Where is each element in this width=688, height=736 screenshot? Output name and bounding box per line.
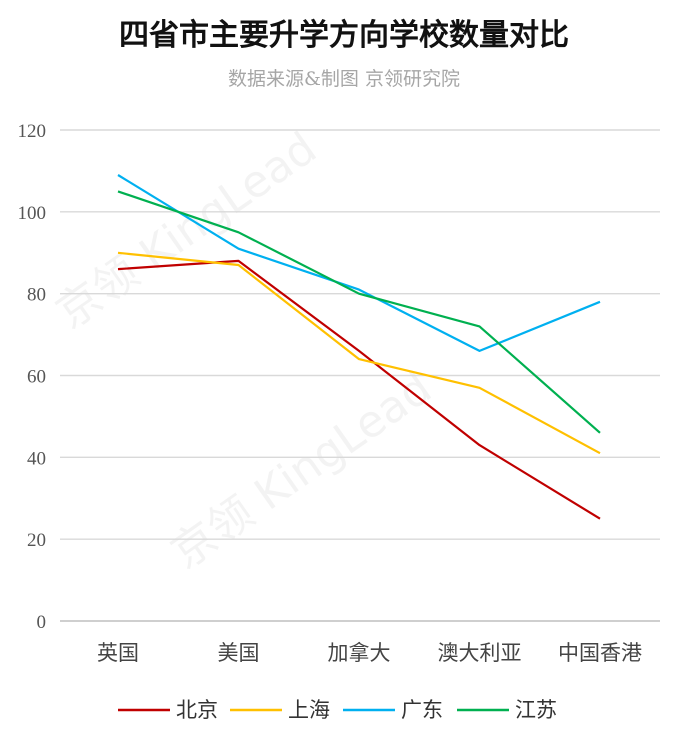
chart-subtitle: 数据来源&制图 京领研究院 — [228, 68, 460, 90]
series-lines — [117, 174, 601, 520]
x-category-label: 中国香港 — [558, 641, 642, 665]
series-line — [117, 259, 601, 520]
y-tick-label: 60 — [27, 367, 46, 388]
legend-label: 广东 — [401, 698, 443, 722]
gridlines — [60, 129, 660, 622]
x-axis-categories: 英国 美国 加拿大 澳大利亚 中国香港 — [97, 641, 642, 665]
y-axis-ticks: 0 20 40 60 80 100 120 — [18, 121, 47, 633]
y-tick-label: 40 — [27, 448, 46, 469]
y-tick-label: 20 — [27, 530, 46, 551]
y-tick-label: 0 — [37, 612, 47, 633]
series-line — [117, 190, 601, 434]
watermark: 京领 KingLead — [47, 123, 326, 339]
legend: 北京 上海 广东 江苏 — [118, 698, 557, 722]
watermark-layer: 京领 KingLead 京领 KingLead — [47, 123, 441, 579]
series-line — [117, 251, 601, 455]
y-tick-label: 80 — [27, 285, 46, 306]
legend-label: 上海 — [288, 698, 330, 722]
legend-label: 北京 — [176, 698, 218, 722]
series-line — [117, 174, 601, 352]
legend-label: 江苏 — [515, 698, 557, 722]
y-tick-label: 120 — [18, 121, 47, 142]
y-tick-label: 100 — [18, 203, 47, 224]
watermark: 京领 KingLead — [162, 363, 441, 579]
x-category-label: 英国 — [97, 641, 139, 665]
x-category-label: 加拿大 — [328, 641, 391, 665]
x-category-label: 澳大利亚 — [438, 641, 522, 665]
x-category-label: 美国 — [218, 641, 260, 665]
chart-title: 四省市主要升学方向学校数量对比 — [119, 18, 569, 53]
